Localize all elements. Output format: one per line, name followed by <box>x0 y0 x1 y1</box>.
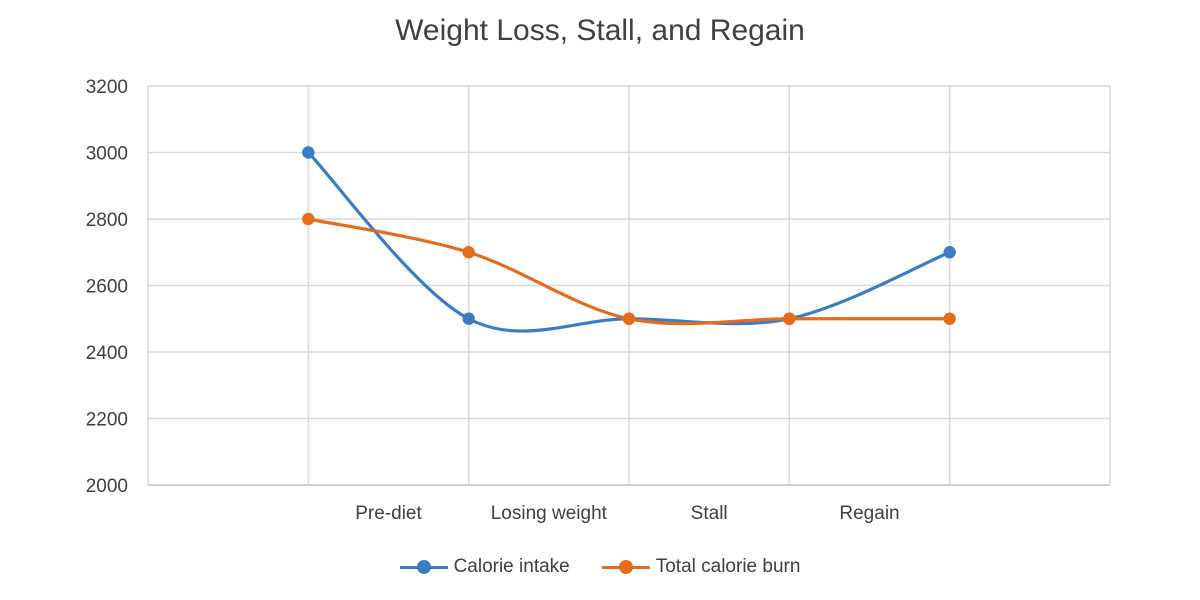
y-tick-label: 2800 <box>86 210 128 231</box>
x-tick-label: Pre-diet <box>355 503 422 524</box>
legend-swatch <box>601 560 650 574</box>
x-tick-label: Regain <box>839 503 899 524</box>
y-tick-label: 2600 <box>86 277 128 298</box>
legend: Calorie intake Total calorie burn <box>0 556 1200 580</box>
x-tick-label: Stall <box>691 503 728 524</box>
y-tick-label: 2200 <box>86 410 128 431</box>
y-axis-tick-labels: 2000 2200 2400 2600 2800 3000 3200 <box>86 77 128 497</box>
data-point <box>462 246 475 259</box>
data-point <box>462 312 475 325</box>
chart-title: Weight Loss, Stall, and Regain <box>395 14 805 47</box>
y-tick-label: 3000 <box>86 144 128 165</box>
data-point <box>622 312 636 325</box>
legend-item: Total calorie burn <box>601 556 801 578</box>
data-point <box>943 246 956 259</box>
legend-swatch <box>399 560 448 574</box>
y-tick-label: 2400 <box>86 343 128 364</box>
data-point <box>302 146 315 159</box>
data-point <box>783 312 796 325</box>
data-point <box>943 312 956 325</box>
legend-item: Calorie intake <box>399 556 570 578</box>
data-point <box>302 212 315 226</box>
x-axis-tick-labels: Pre-diet Losing weight Stall Regain <box>355 503 899 524</box>
y-tick-label: 2000 <box>86 476 128 497</box>
y-tick-label: 3200 <box>86 77 128 98</box>
legend-label: Total calorie burn <box>655 556 801 577</box>
series-points <box>302 146 956 325</box>
legend-label: Calorie intake <box>453 556 570 577</box>
x-tick-label: Losing weight <box>491 503 608 524</box>
